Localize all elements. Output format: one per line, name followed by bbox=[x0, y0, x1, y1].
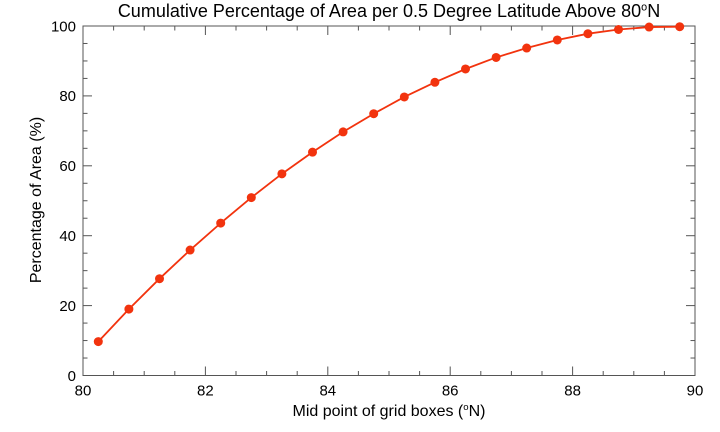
x-tick-label: 86 bbox=[442, 383, 459, 400]
data-point bbox=[430, 77, 440, 87]
data-point bbox=[277, 169, 287, 179]
x-axis-label-suffix: N) bbox=[468, 402, 486, 420]
y-tick-label: 60 bbox=[59, 158, 76, 175]
y-tick-label: 80 bbox=[59, 88, 76, 105]
data-point bbox=[491, 52, 501, 62]
x-tick-label: 90 bbox=[687, 383, 704, 400]
y-axis-label: Percentage of Area (%) bbox=[28, 116, 45, 284]
x-tick-label: 84 bbox=[319, 383, 336, 400]
data-point bbox=[461, 64, 470, 74]
data-point bbox=[93, 337, 103, 347]
x-tick-label: 80 bbox=[75, 383, 92, 400]
y-tick-label: 20 bbox=[59, 298, 76, 315]
degree-symbol: o bbox=[463, 402, 469, 413]
y-tick-label: 40 bbox=[59, 228, 76, 245]
x-axis-label-text: Mid point of grid boxes ( bbox=[292, 402, 464, 420]
data-point bbox=[124, 304, 134, 314]
data-point bbox=[155, 274, 164, 284]
data-point bbox=[522, 43, 532, 53]
chart-title: Cumulative Percentage of Area per 0.5 De… bbox=[83, 1, 695, 22]
degree-symbol: o bbox=[641, 1, 648, 14]
data-point bbox=[338, 127, 348, 137]
data-line bbox=[97, 25, 680, 343]
data-point bbox=[614, 24, 623, 34]
data-point bbox=[216, 218, 226, 228]
y-tick-label: 0 bbox=[68, 368, 76, 385]
data-point bbox=[675, 22, 685, 32]
x-axis-label: Mid point of grid boxes (oN) bbox=[83, 402, 695, 421]
data-point bbox=[399, 92, 409, 102]
x-tick-label: 88 bbox=[564, 383, 581, 400]
chart-title-text: Cumulative Percentage of Area per 0.5 De… bbox=[117, 1, 642, 21]
data-point bbox=[308, 147, 317, 157]
chart-title-suffix: N bbox=[647, 1, 661, 21]
data-point bbox=[246, 193, 256, 203]
data-point bbox=[369, 109, 379, 119]
x-tick-label: 82 bbox=[197, 383, 214, 400]
plot-frame bbox=[82, 25, 696, 376]
data-point bbox=[185, 245, 195, 255]
y-tick-label: 100 bbox=[51, 18, 76, 35]
data-point bbox=[583, 29, 593, 39]
data-point bbox=[644, 22, 654, 32]
data-point bbox=[552, 35, 562, 45]
